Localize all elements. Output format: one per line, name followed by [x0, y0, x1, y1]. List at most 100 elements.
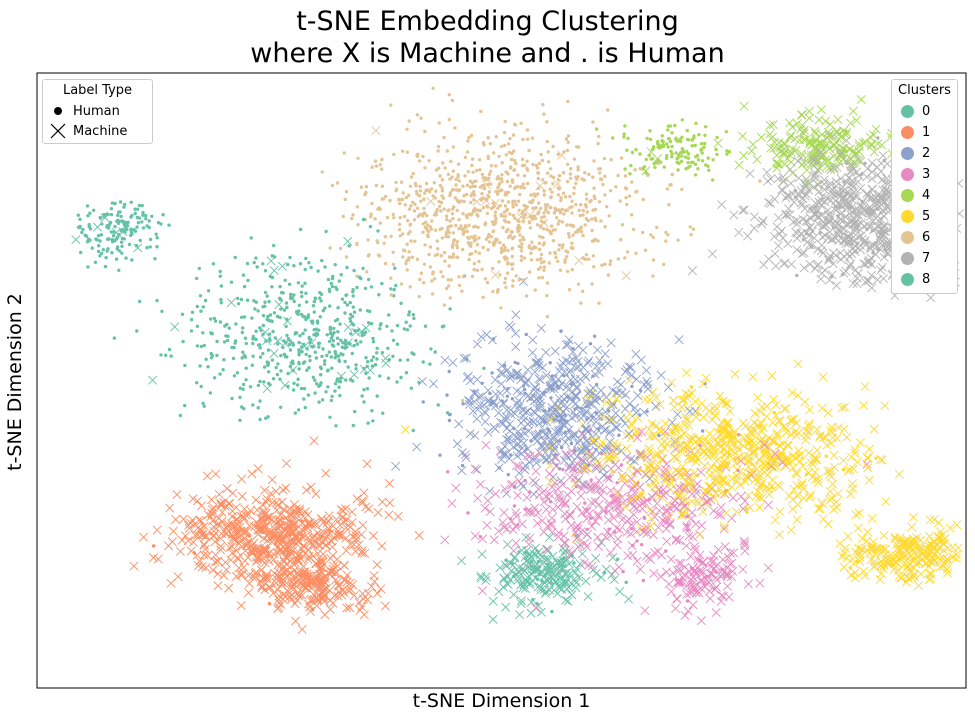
human-point-cluster-0: [517, 550, 521, 554]
human-point-cluster-0: [346, 365, 350, 369]
human-point-cluster-0: [261, 332, 265, 336]
human-point-cluster-0: [305, 347, 309, 351]
human-point-cluster-6: [469, 200, 473, 205]
machine-point-cluster-3: [671, 604, 681, 614]
human-point-cluster-0: [344, 378, 348, 382]
human-point-cluster-2: [543, 409, 547, 413]
human-point-cluster-3: [685, 523, 689, 527]
human-point-cluster-6: [514, 161, 518, 166]
human-point-cluster-0: [266, 314, 270, 319]
machine-point-cluster-5: [787, 388, 797, 398]
human-point-cluster-8: [140, 220, 144, 224]
human-point-cluster-4: [625, 148, 629, 152]
human-point-cluster-6: [405, 242, 409, 246]
human-point-cluster-0: [378, 323, 383, 327]
human-point-cluster-6: [511, 236, 515, 241]
human-point-cluster-0: [287, 342, 292, 347]
machine-point-cluster-1: [268, 588, 278, 598]
human-point-cluster-0: [296, 312, 300, 316]
machine-point-cluster-3: [656, 572, 666, 582]
human-point-cluster-0: [380, 351, 385, 355]
machine-point-cluster-2: [529, 489, 539, 499]
human-point-cluster-0: [263, 290, 268, 295]
human-point-cluster-0: [201, 331, 205, 335]
human-point-cluster-5: [689, 385, 694, 389]
human-point-cluster-4: [686, 160, 690, 165]
machine-point-cluster-5: [723, 399, 733, 409]
machine-point-cluster-5: [644, 447, 655, 457]
machine-point-cluster-3: [614, 562, 624, 572]
human-point-cluster-2: [563, 413, 567, 417]
human-point-cluster-6: [341, 214, 345, 219]
human-point-cluster-6: [590, 217, 594, 221]
human-point-cluster-0: [284, 324, 288, 329]
human-point-cluster-6: [504, 153, 508, 157]
machine-point-cluster-2: [636, 449, 646, 459]
human-point-cluster-0: [540, 579, 544, 583]
human-point-cluster-0: [235, 371, 240, 375]
human-point-cluster-6: [597, 301, 601, 305]
human-point-cluster-0: [330, 366, 334, 370]
human-point-cluster-6: [451, 187, 455, 192]
human-point-cluster-0: [302, 397, 306, 401]
human-point-cluster-0: [213, 376, 217, 380]
human-point-cluster-6: [462, 199, 466, 204]
human-point-cluster-0: [248, 385, 253, 389]
human-point-cluster-6: [447, 230, 451, 235]
machine-point-cluster-7: [880, 187, 890, 197]
human-point-cluster-6: [503, 143, 507, 148]
human-point-cluster-0: [295, 383, 300, 387]
machine-point-cluster-1: [314, 569, 324, 579]
machine-point-cluster-1: [267, 475, 277, 485]
human-point-cluster-0: [371, 340, 376, 344]
human-point-cluster-0: [336, 330, 340, 334]
machine-point-cluster-3: [451, 483, 461, 493]
human-point-cluster-0: [307, 261, 311, 265]
human-point-cluster-6: [574, 203, 578, 207]
human-point-cluster-6: [430, 292, 435, 296]
human-point-cluster-8: [120, 236, 125, 241]
human-point-cluster-0: [369, 358, 374, 363]
human-point-cluster-6: [634, 251, 638, 255]
human-point-cluster-6: [513, 216, 517, 220]
human-point-cluster-6: [505, 179, 510, 184]
machine-point-cluster-5: [804, 448, 814, 458]
human-point-cluster-6: [583, 171, 587, 175]
machine-point-cluster-5: [698, 507, 708, 517]
human-point-cluster-0: [164, 353, 168, 357]
human-point-cluster-6: [466, 139, 470, 143]
machine-point-cluster-4: [804, 113, 814, 123]
machine-point-cluster-1: [345, 539, 355, 549]
human-point-cluster-6: [503, 204, 508, 208]
human-point-cluster-0: [291, 361, 295, 366]
machine-point-cluster-2: [528, 335, 538, 345]
human-point-cluster-6: [508, 212, 512, 216]
machine-point-cluster-3: [755, 578, 765, 588]
human-point-cluster-5: [637, 468, 642, 472]
human-point-cluster-6: [413, 202, 417, 207]
human-point-cluster-6: [446, 278, 450, 282]
human-point-cluster-0: [297, 367, 301, 371]
human-point-cluster-0: [323, 306, 327, 310]
human-point-cluster-6: [407, 207, 412, 211]
machine-point-cluster-5: [857, 533, 867, 543]
human-point-cluster-0: [231, 356, 236, 361]
human-point-cluster-8: [98, 239, 102, 243]
human-point-cluster-0: [313, 350, 317, 354]
machine-point-cluster-7: [792, 245, 802, 255]
machine-point-cluster-4: [747, 146, 757, 156]
machine-point-cluster-1: [362, 459, 372, 469]
human-point-cluster-6: [540, 158, 545, 163]
machine-point-cluster-5: [926, 569, 936, 579]
human-point-cluster-4: [666, 128, 670, 132]
human-point-cluster-0: [300, 284, 304, 288]
human-point-cluster-6: [562, 150, 566, 154]
human-point-cluster-8: [130, 258, 134, 262]
machine-point-cluster-0: [536, 607, 546, 617]
human-point-cluster-6: [518, 233, 522, 237]
human-point-cluster-6: [494, 164, 498, 168]
machine-point-cluster-0: [269, 348, 279, 358]
human-point-cluster-0: [261, 262, 265, 266]
human-point-cluster-6: [373, 217, 377, 221]
human-point-cluster-3: [640, 543, 644, 547]
